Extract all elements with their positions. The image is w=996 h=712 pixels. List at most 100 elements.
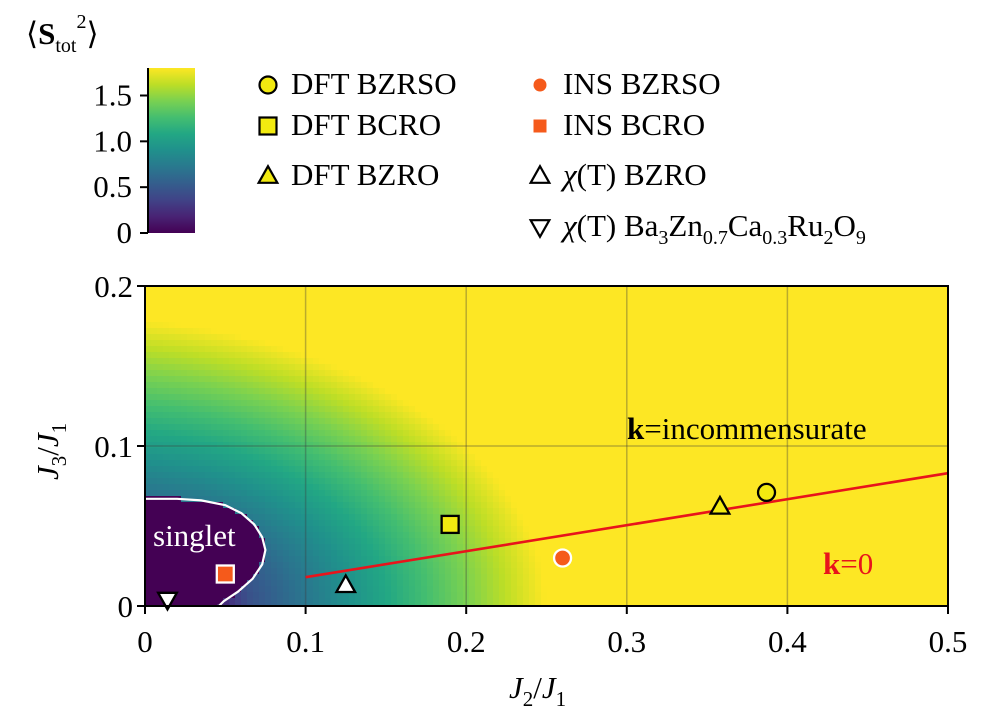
heatmap-cell [259, 370, 266, 377]
heatmap-cell [649, 514, 656, 521]
heatmap-cell [607, 580, 614, 587]
heatmap-cell [433, 334, 440, 341]
heatmap-cell [313, 586, 320, 593]
heatmap-cell [187, 442, 194, 449]
heatmap-cell [433, 424, 440, 431]
heatmap-cell [211, 352, 218, 359]
heatmap-cell [367, 304, 374, 311]
heatmap-cell [283, 502, 290, 509]
heatmap-cell [475, 328, 482, 335]
heatmap-cell [367, 496, 374, 503]
heatmap-cell [493, 340, 500, 347]
heatmap-cell [151, 400, 158, 407]
heatmap-cell [565, 286, 572, 293]
heatmap-cell [553, 334, 560, 341]
heatmap-cell [271, 382, 278, 389]
heatmap-cell [367, 424, 374, 431]
heatmap-cell [241, 322, 248, 329]
heatmap-cell [463, 406, 470, 413]
heatmap-cell [553, 292, 560, 299]
heatmap-cell [313, 508, 320, 515]
heatmap-cell [241, 472, 248, 479]
heatmap-cell [541, 430, 548, 437]
heatmap-cell [577, 424, 584, 431]
heatmap-cell [307, 310, 314, 317]
heatmap-cell [475, 562, 482, 569]
heatmap-cell [235, 382, 242, 389]
heatmap-cell [169, 538, 176, 545]
heatmap-cell [361, 424, 368, 431]
heatmap-cell [181, 358, 188, 365]
heatmap-cell [211, 556, 218, 563]
heatmap-cell [691, 370, 698, 377]
heatmap-cell [367, 370, 374, 377]
heatmap-cell [541, 304, 548, 311]
heatmap-cell [361, 442, 368, 449]
heatmap-cell [265, 454, 272, 461]
heatmap-cell [583, 388, 590, 395]
heatmap-cell [613, 550, 620, 557]
heatmap-cell [337, 352, 344, 359]
heatmap-cell [643, 358, 650, 365]
heatmap-cell [619, 556, 626, 563]
heatmap-cell [427, 592, 434, 599]
heatmap-cell [415, 352, 422, 359]
heatmap-cell [541, 490, 548, 497]
heatmap-cell [343, 388, 350, 395]
heatmap-cell [415, 550, 422, 557]
heatmap-cell [367, 460, 374, 467]
heatmap-cell [205, 490, 212, 497]
heatmap-cell [295, 604, 302, 606]
heatmap-cell [487, 484, 494, 491]
heatmap-cell [325, 604, 332, 606]
heatmap-cell [433, 550, 440, 557]
heatmap-cell [187, 436, 194, 443]
heatmap-cell [493, 520, 500, 527]
heatmap-cell [427, 352, 434, 359]
heatmap-cell [511, 454, 518, 461]
heatmap-cell [301, 406, 308, 413]
heatmap-cell [253, 580, 260, 587]
heatmap-cell [337, 292, 344, 299]
heatmap-cell [487, 496, 494, 503]
heatmap-cell [145, 466, 152, 473]
heatmap-cell [187, 304, 194, 311]
heatmap-cell [439, 544, 446, 551]
heatmap-cell [349, 496, 356, 503]
heatmap-cell [349, 568, 356, 575]
heatmap-cell [403, 412, 410, 419]
heatmap-cell [163, 574, 170, 581]
heatmap-cell [313, 520, 320, 527]
heatmap-cell [301, 544, 308, 551]
heatmap-cell [457, 430, 464, 437]
heatmap-cell [631, 502, 638, 509]
heatmap-cell [607, 532, 614, 539]
heatmap-cell [439, 436, 446, 443]
heatmap-cell [625, 310, 632, 317]
heatmap-cell [427, 598, 434, 605]
heatmap-cell [235, 406, 242, 413]
heatmap-cell [217, 454, 224, 461]
heatmap-cell [487, 502, 494, 509]
heatmap-cell [271, 604, 278, 606]
heatmap-cell [547, 484, 554, 491]
heatmap-cell [391, 298, 398, 305]
heatmap-cell [295, 442, 302, 449]
heatmap-cell [193, 394, 200, 401]
heatmap-cell [187, 328, 194, 335]
heatmap-cell [517, 286, 524, 293]
heatmap-cell [391, 502, 398, 509]
heatmap-cell [655, 292, 662, 299]
heatmap-cell [511, 592, 518, 599]
heatmap-cell [631, 304, 638, 311]
heatmap-cell [463, 412, 470, 419]
heatmap-cell [433, 388, 440, 395]
heatmap-cell [685, 568, 692, 575]
heatmap-cell [571, 466, 578, 473]
heatmap-cell [241, 400, 248, 407]
heatmap-cell [481, 574, 488, 581]
heatmap-cell [631, 358, 638, 365]
heatmap-cell [541, 448, 548, 455]
heatmap-cell [445, 418, 452, 425]
heatmap-cell [607, 544, 614, 551]
